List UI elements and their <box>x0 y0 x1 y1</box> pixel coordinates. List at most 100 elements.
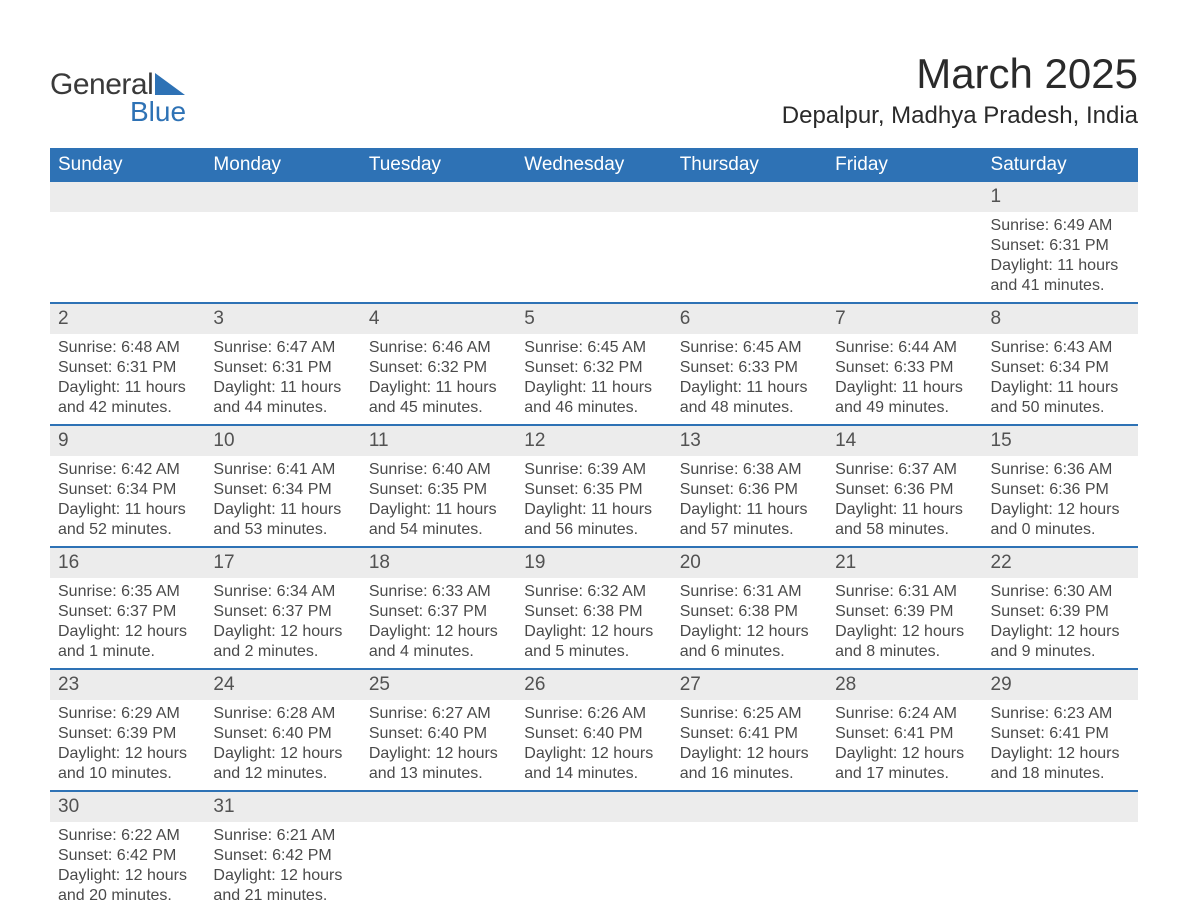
day-number <box>50 182 205 212</box>
calendar-empty-cell <box>205 182 360 303</box>
sunrise-line: Sunrise: 6:22 AM <box>58 826 197 846</box>
sunset-line: Sunset: 6:37 PM <box>213 602 352 622</box>
day-details: Sunrise: 6:41 AMSunset: 6:34 PMDaylight:… <box>205 456 360 546</box>
daylight-line: Daylight: 11 hours and 56 minutes. <box>524 500 663 540</box>
calendar-day-cell: 26Sunrise: 6:26 AMSunset: 6:40 PMDayligh… <box>516 669 671 791</box>
calendar-day-cell: 5Sunrise: 6:45 AMSunset: 6:32 PMDaylight… <box>516 303 671 425</box>
calendar-empty-cell <box>672 182 827 303</box>
calendar-day-cell: 21Sunrise: 6:31 AMSunset: 6:39 PMDayligh… <box>827 547 982 669</box>
sunset-line: Sunset: 6:41 PM <box>835 724 974 744</box>
sunset-line: Sunset: 6:39 PM <box>835 602 974 622</box>
daylight-line: Daylight: 11 hours and 48 minutes. <box>680 378 819 418</box>
calendar-day-cell: 27Sunrise: 6:25 AMSunset: 6:41 PMDayligh… <box>672 669 827 791</box>
weekday-header: Friday <box>827 148 982 182</box>
daylight-line: Daylight: 12 hours and 4 minutes. <box>369 622 508 662</box>
day-details <box>827 212 982 292</box>
sunrise-line: Sunrise: 6:40 AM <box>369 460 508 480</box>
day-details: Sunrise: 6:49 AMSunset: 6:31 PMDaylight:… <box>983 212 1138 302</box>
day-details: Sunrise: 6:45 AMSunset: 6:32 PMDaylight:… <box>516 334 671 424</box>
day-details <box>827 822 982 902</box>
sunrise-line: Sunrise: 6:47 AM <box>213 338 352 358</box>
daylight-line: Daylight: 12 hours and 18 minutes. <box>991 744 1130 784</box>
sunrise-line: Sunrise: 6:32 AM <box>524 582 663 602</box>
calendar-day-cell: 6Sunrise: 6:45 AMSunset: 6:33 PMDaylight… <box>672 303 827 425</box>
day-number: 2 <box>50 304 205 334</box>
calendar-day-cell: 25Sunrise: 6:27 AMSunset: 6:40 PMDayligh… <box>361 669 516 791</box>
day-details: Sunrise: 6:44 AMSunset: 6:33 PMDaylight:… <box>827 334 982 424</box>
day-number <box>827 792 982 822</box>
sunset-line: Sunset: 6:36 PM <box>835 480 974 500</box>
sunset-line: Sunset: 6:31 PM <box>58 358 197 378</box>
calendar-day-cell: 3Sunrise: 6:47 AMSunset: 6:31 PMDaylight… <box>205 303 360 425</box>
day-details: Sunrise: 6:39 AMSunset: 6:35 PMDaylight:… <box>516 456 671 546</box>
daylight-line: Daylight: 12 hours and 14 minutes. <box>524 744 663 784</box>
day-number: 7 <box>827 304 982 334</box>
calendar-body: 1Sunrise: 6:49 AMSunset: 6:31 PMDaylight… <box>50 182 1138 912</box>
calendar-day-cell: 30Sunrise: 6:22 AMSunset: 6:42 PMDayligh… <box>50 791 205 912</box>
calendar-day-cell: 20Sunrise: 6:31 AMSunset: 6:38 PMDayligh… <box>672 547 827 669</box>
sunrise-line: Sunrise: 6:28 AM <box>213 704 352 724</box>
calendar-day-cell: 24Sunrise: 6:28 AMSunset: 6:40 PMDayligh… <box>205 669 360 791</box>
calendar-day-cell: 31Sunrise: 6:21 AMSunset: 6:42 PMDayligh… <box>205 791 360 912</box>
sunrise-line: Sunrise: 6:44 AM <box>835 338 974 358</box>
day-details: Sunrise: 6:32 AMSunset: 6:38 PMDaylight:… <box>516 578 671 668</box>
day-details: Sunrise: 6:31 AMSunset: 6:38 PMDaylight:… <box>672 578 827 668</box>
sunset-line: Sunset: 6:34 PM <box>991 358 1130 378</box>
day-details <box>672 212 827 292</box>
sunrise-line: Sunrise: 6:25 AM <box>680 704 819 724</box>
day-details <box>983 822 1138 902</box>
day-details: Sunrise: 6:45 AMSunset: 6:33 PMDaylight:… <box>672 334 827 424</box>
weekday-header: Sunday <box>50 148 205 182</box>
day-number <box>983 792 1138 822</box>
sunrise-line: Sunrise: 6:41 AM <box>213 460 352 480</box>
daylight-line: Daylight: 12 hours and 2 minutes. <box>213 622 352 662</box>
daylight-line: Daylight: 11 hours and 54 minutes. <box>369 500 508 540</box>
day-details: Sunrise: 6:21 AMSunset: 6:42 PMDaylight:… <box>205 822 360 912</box>
day-details: Sunrise: 6:35 AMSunset: 6:37 PMDaylight:… <box>50 578 205 668</box>
calendar-week-row: 23Sunrise: 6:29 AMSunset: 6:39 PMDayligh… <box>50 669 1138 791</box>
calendar-day-cell: 18Sunrise: 6:33 AMSunset: 6:37 PMDayligh… <box>361 547 516 669</box>
day-number <box>516 182 671 212</box>
sunset-line: Sunset: 6:36 PM <box>991 480 1130 500</box>
calendar-day-cell: 23Sunrise: 6:29 AMSunset: 6:39 PMDayligh… <box>50 669 205 791</box>
daylight-line: Daylight: 11 hours and 53 minutes. <box>213 500 352 540</box>
weekday-header: Thursday <box>672 148 827 182</box>
day-details <box>205 212 360 292</box>
daylight-line: Daylight: 11 hours and 42 minutes. <box>58 378 197 418</box>
sunrise-line: Sunrise: 6:45 AM <box>680 338 819 358</box>
calendar-day-cell: 7Sunrise: 6:44 AMSunset: 6:33 PMDaylight… <box>827 303 982 425</box>
day-details: Sunrise: 6:48 AMSunset: 6:31 PMDaylight:… <box>50 334 205 424</box>
daylight-line: Daylight: 11 hours and 57 minutes. <box>680 500 819 540</box>
day-number: 19 <box>516 548 671 578</box>
sunrise-line: Sunrise: 6:23 AM <box>991 704 1130 724</box>
day-number: 25 <box>361 670 516 700</box>
daylight-line: Daylight: 11 hours and 46 minutes. <box>524 378 663 418</box>
day-details: Sunrise: 6:24 AMSunset: 6:41 PMDaylight:… <box>827 700 982 790</box>
day-number: 21 <box>827 548 982 578</box>
sunrise-line: Sunrise: 6:49 AM <box>991 216 1130 236</box>
day-details: Sunrise: 6:37 AMSunset: 6:36 PMDaylight:… <box>827 456 982 546</box>
day-number: 26 <box>516 670 671 700</box>
calendar-week-row: 1Sunrise: 6:49 AMSunset: 6:31 PMDaylight… <box>50 182 1138 303</box>
day-details: Sunrise: 6:28 AMSunset: 6:40 PMDaylight:… <box>205 700 360 790</box>
sunrise-line: Sunrise: 6:43 AM <box>991 338 1130 358</box>
calendar-day-cell: 22Sunrise: 6:30 AMSunset: 6:39 PMDayligh… <box>983 547 1138 669</box>
sunrise-line: Sunrise: 6:27 AM <box>369 704 508 724</box>
day-details <box>516 822 671 902</box>
day-number: 28 <box>827 670 982 700</box>
calendar-day-cell: 29Sunrise: 6:23 AMSunset: 6:41 PMDayligh… <box>983 669 1138 791</box>
calendar-header-row: SundayMondayTuesdayWednesdayThursdayFrid… <box>50 148 1138 182</box>
daylight-line: Daylight: 11 hours and 52 minutes. <box>58 500 197 540</box>
day-details: Sunrise: 6:25 AMSunset: 6:41 PMDaylight:… <box>672 700 827 790</box>
day-details <box>361 822 516 902</box>
calendar-empty-cell <box>516 791 671 912</box>
day-details <box>50 212 205 292</box>
sunset-line: Sunset: 6:40 PM <box>213 724 352 744</box>
logo-text-bottom: Blue <box>130 96 186 128</box>
day-details: Sunrise: 6:27 AMSunset: 6:40 PMDaylight:… <box>361 700 516 790</box>
day-number: 18 <box>361 548 516 578</box>
sunset-line: Sunset: 6:42 PM <box>58 846 197 866</box>
calendar-day-cell: 9Sunrise: 6:42 AMSunset: 6:34 PMDaylight… <box>50 425 205 547</box>
sunset-line: Sunset: 6:37 PM <box>58 602 197 622</box>
sunrise-line: Sunrise: 6:45 AM <box>524 338 663 358</box>
